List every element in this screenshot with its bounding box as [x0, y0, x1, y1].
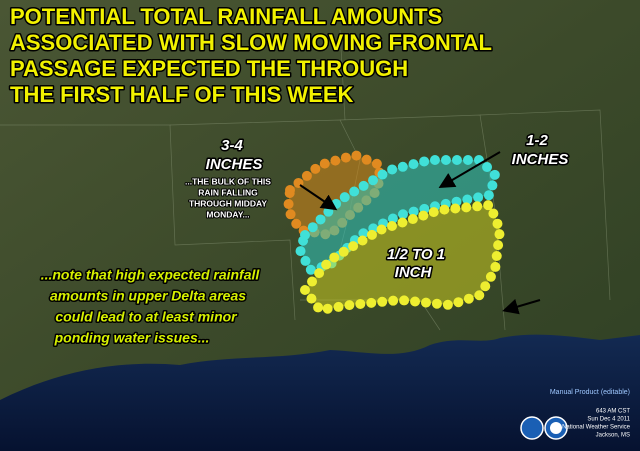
footer-line: Jackson, MS: [596, 433, 630, 439]
zone-label: INCH: [395, 264, 433, 281]
note-line: ponding water issues...: [54, 330, 210, 346]
note-line: ...note that high expected rainfall: [41, 267, 261, 283]
zone-note: RAIN FALLING: [198, 187, 258, 197]
zone-note: MONDAY...: [206, 209, 249, 219]
title-line: POTENTIAL TOTAL RAINFALL AMOUNTS: [10, 4, 442, 29]
zone-label: INCHES: [206, 156, 263, 173]
arrow: [502, 298, 541, 315]
gulf: [0, 334, 640, 451]
nws-logos: [520, 416, 568, 440]
footer-line: National Weather Service: [562, 425, 631, 431]
product-label: Manual Product (editable): [550, 389, 630, 396]
footer-line: Sun Dec 4 2011: [587, 417, 630, 423]
zone-label: 1/2 TO 1: [387, 246, 445, 263]
note-line: amounts in upper Delta areas: [50, 288, 246, 304]
arrow: [438, 151, 501, 189]
arrow: [299, 184, 338, 211]
zone-label: 1-2: [526, 132, 548, 149]
zone-label: 3-4: [221, 137, 243, 154]
title-line: THE FIRST HALF OF THIS WEEK: [10, 82, 354, 107]
footer-line: 643 AM CST: [596, 409, 630, 415]
title-line: ASSOCIATED WITH SLOW MOVING FRONTAL: [10, 30, 492, 55]
note-line: could lead to at least minor: [55, 309, 238, 325]
title-line: PASSAGE EXPECTED THE THROUGH: [10, 56, 408, 81]
zone-note: THROUGH MIDDAY: [189, 198, 267, 208]
zone-yellow: [298, 199, 506, 316]
zone-note: ...THE BULK OF THIS: [185, 176, 271, 186]
zone-label: INCHES: [512, 151, 569, 168]
